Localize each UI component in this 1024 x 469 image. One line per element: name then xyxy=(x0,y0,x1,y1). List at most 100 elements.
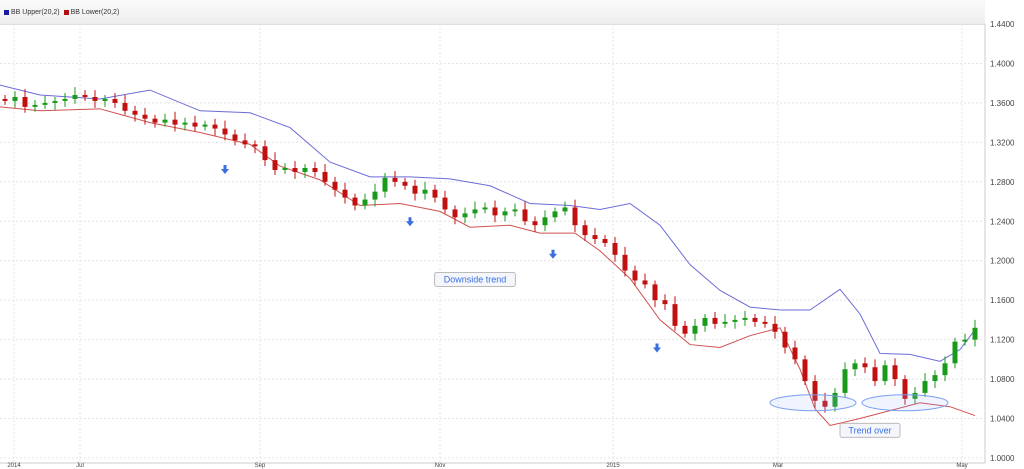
x-tick-label: 2014 xyxy=(7,463,21,469)
candle xyxy=(22,96,28,107)
candle xyxy=(822,400,828,407)
candle xyxy=(492,207,498,216)
candle xyxy=(12,96,18,101)
candle xyxy=(472,209,478,214)
candle xyxy=(232,134,238,141)
candle xyxy=(222,128,228,135)
y-tick-label: 1.2000 xyxy=(990,257,1015,266)
candle xyxy=(702,317,708,326)
y-tick-label: 1.4000 xyxy=(990,59,1015,68)
candle xyxy=(912,392,918,399)
candle xyxy=(802,359,808,382)
candle xyxy=(242,140,248,145)
candle xyxy=(622,254,628,271)
candle xyxy=(422,189,428,194)
candle xyxy=(522,209,528,222)
x-tick-label: May xyxy=(956,463,967,469)
x-tick-label: 2015 xyxy=(606,463,620,469)
x-tick-label: Sep xyxy=(255,463,266,469)
candle xyxy=(52,100,58,103)
candle xyxy=(132,110,138,115)
candle xyxy=(612,242,618,255)
candle xyxy=(482,207,488,210)
candle xyxy=(792,347,798,360)
candle xyxy=(392,177,398,182)
candle xyxy=(362,199,368,206)
candle xyxy=(352,197,358,206)
candle xyxy=(852,363,858,370)
y-tick-label: 1.0400 xyxy=(990,415,1015,424)
candle xyxy=(872,367,878,382)
candle xyxy=(662,300,668,305)
y-tick-label: 1.3200 xyxy=(990,138,1015,147)
candle xyxy=(562,207,568,212)
candle xyxy=(832,392,838,407)
candle xyxy=(592,235,598,240)
candle xyxy=(762,321,768,324)
candle xyxy=(732,319,738,322)
candle xyxy=(972,327,978,340)
candle xyxy=(692,325,698,334)
y-tick-label: 1.1600 xyxy=(990,296,1015,305)
candle xyxy=(92,96,98,101)
candle xyxy=(752,317,758,322)
candle xyxy=(172,119,178,125)
candle xyxy=(112,98,118,103)
candle xyxy=(412,185,418,194)
candle xyxy=(152,118,158,123)
candle xyxy=(542,217,548,226)
candle xyxy=(942,363,948,376)
legend-item-upper[interactable]: BB Upper(20,2) xyxy=(4,9,60,16)
candle xyxy=(42,102,48,105)
legend-label: BB Lower(20,2) xyxy=(70,9,120,16)
candle xyxy=(572,207,578,226)
candle xyxy=(652,284,658,301)
candle xyxy=(892,365,898,380)
candle xyxy=(142,114,148,119)
candle xyxy=(332,181,338,190)
candle xyxy=(782,331,788,348)
candle xyxy=(202,124,208,127)
candle xyxy=(602,239,608,243)
annotation-ellipse xyxy=(769,394,857,412)
candle xyxy=(922,381,928,393)
down-arrow-icon xyxy=(221,164,229,174)
candle xyxy=(192,122,198,127)
y-tick-label: 1.0800 xyxy=(990,375,1015,384)
down-arrow-icon xyxy=(653,343,661,353)
candle xyxy=(842,369,848,393)
candle xyxy=(742,317,748,320)
candle xyxy=(932,375,938,382)
candle xyxy=(402,181,408,186)
candle xyxy=(772,323,778,332)
y-tick-label: 1.2800 xyxy=(990,178,1015,187)
legend-item-lower[interactable]: BB Lower(20,2) xyxy=(63,9,120,16)
candle xyxy=(632,270,638,281)
candle xyxy=(272,160,278,170)
annotation-box xyxy=(839,422,901,438)
x-tick-label: Nov xyxy=(435,463,446,469)
candle xyxy=(722,321,728,324)
candle xyxy=(512,209,518,212)
candle xyxy=(582,225,588,236)
candle xyxy=(432,189,438,198)
lower-band-line xyxy=(0,106,976,427)
candle xyxy=(252,144,258,147)
candle xyxy=(642,280,648,285)
down-arrow-icon xyxy=(406,217,414,227)
candle xyxy=(302,168,308,172)
candle xyxy=(292,168,298,172)
candle xyxy=(442,197,448,210)
candle xyxy=(182,122,188,125)
candle xyxy=(552,211,558,218)
candle xyxy=(372,191,378,200)
candle xyxy=(322,171,328,182)
candle xyxy=(882,365,888,382)
down-arrow-icon xyxy=(549,249,557,259)
candle xyxy=(162,119,168,123)
candle xyxy=(382,177,388,192)
upper-band-line xyxy=(0,84,976,362)
candle xyxy=(532,221,538,226)
annotation-box xyxy=(434,271,516,287)
